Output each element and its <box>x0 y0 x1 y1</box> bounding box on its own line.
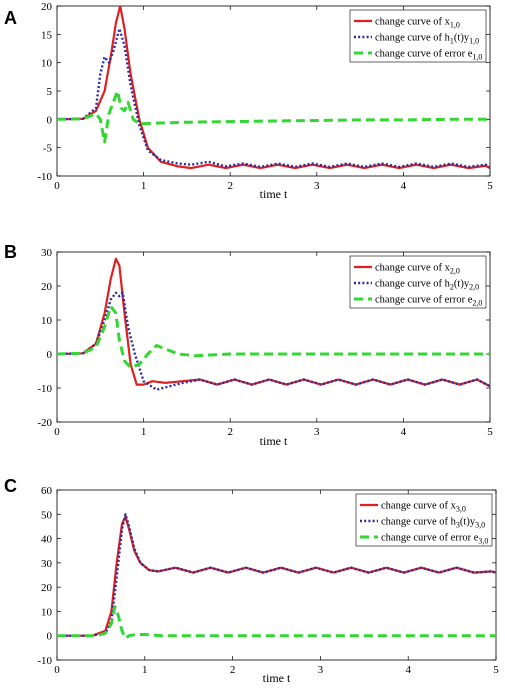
panel-letter: B <box>4 242 17 262</box>
legend-box <box>349 255 487 309</box>
x-tick-label: 0 <box>54 426 60 438</box>
x-tick-label: 0 <box>54 180 60 192</box>
y-tick-label: 15 <box>41 29 53 41</box>
legend-entry: change curve of error e1,0 <box>375 49 482 62</box>
x-tick-label: 4 <box>401 426 407 438</box>
x-tick-label: 1 <box>141 426 147 438</box>
legend-entry: change curve of error e2,0 <box>375 295 482 308</box>
legend-entry: change curve of h1(t)y1,0 <box>375 33 479 46</box>
y-tick-label: 0 <box>47 349 53 361</box>
x-axis-label: time t <box>260 434 288 448</box>
panel-letter: C <box>4 476 17 496</box>
y-tick-label: 10 <box>41 606 53 618</box>
x-tick-label: 3 <box>314 180 320 192</box>
y-tick-label: 0 <box>47 631 53 643</box>
x-tick-label: 3 <box>318 664 324 676</box>
x-tick-label: 2 <box>230 664 236 676</box>
x-tick-label: 5 <box>487 180 493 192</box>
y-tick-label: 20 <box>41 281 53 293</box>
y-tick-label: 10 <box>41 315 53 327</box>
chart-panel-c: C 0 1 2 3 4 5 -10 0 10 20 30 40 50 60 time t change curv… <box>0 470 505 691</box>
y-tick-label: 5 <box>47 86 53 98</box>
panel-letter: A <box>4 8 17 28</box>
x-axis-label: time t <box>263 671 291 685</box>
y-tick-label: -10 <box>37 171 52 183</box>
y-tick-label: 10 <box>41 58 53 70</box>
y-tick-label: 20 <box>41 1 53 13</box>
x-tick-label: 1 <box>142 664 148 676</box>
y-tick-label: -5 <box>43 143 53 155</box>
x-tick-label: 0 <box>54 664 60 676</box>
legend-entry: change curve of h3(t)y3,0 <box>381 517 485 530</box>
y-tick-label: 60 <box>41 485 53 497</box>
chart-panel-b: B 0 1 2 3 4 5 -20 -10 0 10 20 30 time t change curve o… <box>0 236 505 458</box>
x-tick-label: 5 <box>493 664 499 676</box>
series-line-3 <box>57 304 490 370</box>
y-tick-label: 50 <box>41 509 53 521</box>
series-line-2 <box>57 291 490 391</box>
legend-box <box>349 9 487 63</box>
y-tick-label: 30 <box>41 558 53 570</box>
legend-entry: change curve of h2(t)y2,0 <box>375 279 479 292</box>
y-tick-label: 40 <box>41 534 53 546</box>
series-line-3 <box>57 605 496 640</box>
x-tick-label: 5 <box>487 426 493 438</box>
series-line-1 <box>57 6 490 170</box>
x-tick-label: 2 <box>227 180 233 192</box>
x-tick-label: 3 <box>314 426 320 438</box>
y-tick-label: -10 <box>37 655 52 667</box>
x-tick-label: 4 <box>401 180 407 192</box>
x-tick-label: 4 <box>405 664 411 676</box>
legend-entry: change curve of x3,0 <box>381 501 466 514</box>
x-axis-label: time t <box>260 187 288 201</box>
legend-box <box>355 493 493 547</box>
series-line-2 <box>57 27 490 169</box>
legend-entry: change curve of x1,0 <box>375 17 460 30</box>
series-line-3 <box>57 89 490 144</box>
legend-entry: change curve of error e3,0 <box>381 533 488 546</box>
y-tick-label: 30 <box>41 247 53 259</box>
x-tick-label: 1 <box>141 180 147 192</box>
chart-svg: A 0 1 2 3 4 5 -10 -5 0 5 10 15 20 time t change curve o… <box>4 1 493 201</box>
chart-panel-a: A 0 1 2 3 4 5 -10 -5 0 5 10 15 20 time t change curve o… <box>0 0 505 222</box>
chart-svg: B 0 1 2 3 4 5 -20 -10 0 10 20 30 time t change curve o… <box>4 242 493 448</box>
y-tick-label: -10 <box>37 383 52 395</box>
x-tick-label: 2 <box>227 426 233 438</box>
y-tick-label: 0 <box>47 114 53 126</box>
y-tick-label: -20 <box>37 417 52 429</box>
y-tick-label: 20 <box>41 582 53 594</box>
legend-entry: change curve of x2,0 <box>375 263 460 276</box>
